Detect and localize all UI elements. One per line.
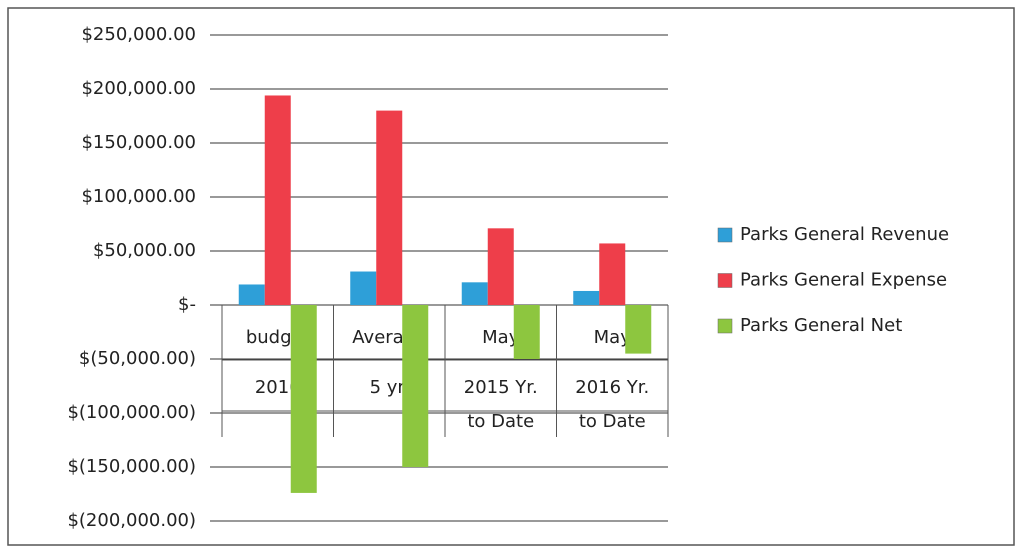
y-tick-label: $(200,000.00): [67, 510, 196, 531]
bar: [264, 95, 291, 305]
y-tick-label: $50,000.00: [93, 240, 196, 261]
bar: [573, 290, 600, 305]
legend-label: Parks General Expense: [740, 270, 947, 291]
bar: [461, 282, 488, 305]
x-tick-label: 5 yr.: [370, 377, 409, 398]
legend-swatch: [717, 227, 733, 243]
y-tick-label: $250,000.00: [81, 24, 196, 45]
y-tick-label: $(150,000.00): [67, 456, 196, 477]
y-tick-label: $100,000.00: [81, 186, 196, 207]
bar: [290, 305, 317, 493]
bar: [513, 305, 540, 359]
legend-swatch: [717, 273, 733, 288]
legend-label: Parks General Net: [740, 315, 902, 336]
legend-label: Parks General Revenue: [740, 224, 949, 245]
bar: [350, 271, 377, 305]
x-tick-label: to Date: [467, 411, 534, 432]
bar: [599, 243, 626, 305]
y-tick-label: $150,000.00: [81, 132, 196, 153]
x-tick-label: 2016: [255, 377, 301, 398]
bar: [376, 110, 403, 305]
x-tick-label: May: [594, 327, 632, 348]
x-tick-label: 2016 Yr.: [575, 377, 649, 398]
y-tick-label: $-: [178, 294, 196, 315]
x-tick-label: May: [482, 327, 520, 348]
y-tick-label: $(50,000.00): [79, 348, 196, 369]
bar: [402, 305, 429, 467]
bar: [625, 305, 652, 354]
bar: [487, 228, 514, 305]
bar: [238, 284, 265, 305]
legend-swatch: [717, 318, 733, 334]
x-tick-label: to Date: [579, 411, 646, 432]
y-tick-label: $(100,000.00): [67, 402, 196, 423]
x-tick-label: 2015 Yr.: [464, 377, 538, 398]
y-tick-label: $200,000.00: [81, 78, 196, 99]
